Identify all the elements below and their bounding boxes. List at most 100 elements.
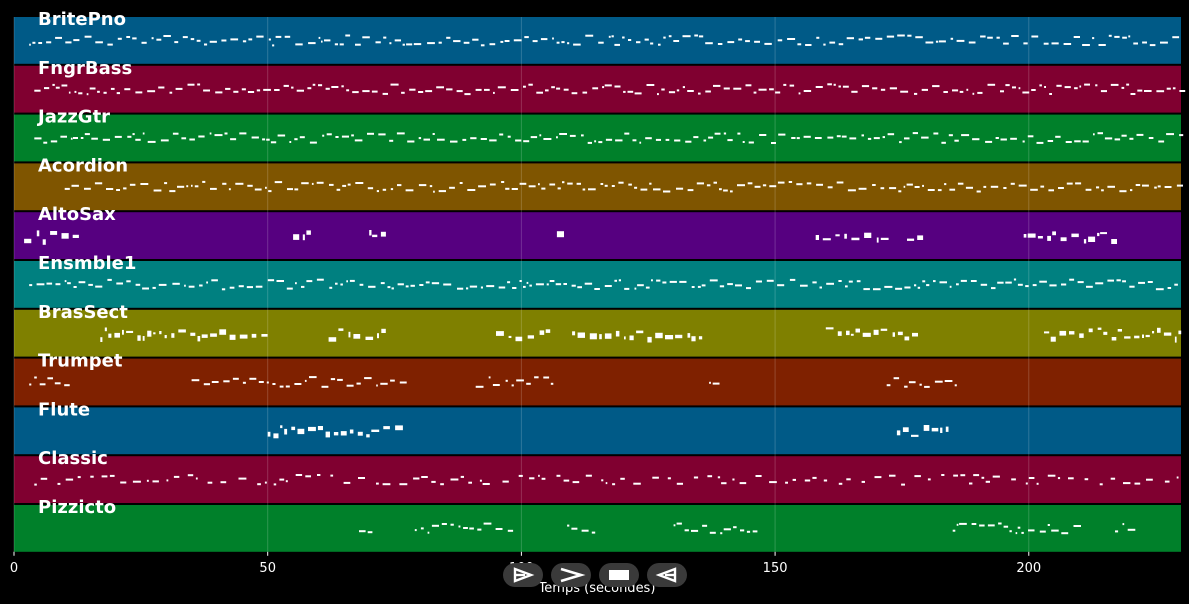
note	[251, 136, 259, 139]
note	[164, 182, 168, 185]
note	[1052, 231, 1056, 236]
note	[1114, 35, 1120, 38]
note	[523, 285, 526, 288]
note	[498, 286, 506, 289]
track-label: Pizzicto	[38, 497, 116, 518]
note	[1027, 233, 1036, 238]
note	[80, 137, 84, 139]
track-bands	[14, 17, 1181, 552]
note	[591, 531, 596, 534]
note	[796, 137, 800, 140]
note	[65, 41, 72, 44]
note	[538, 183, 540, 186]
note	[294, 138, 298, 141]
play-outline-button[interactable]	[503, 563, 543, 587]
note	[788, 181, 793, 183]
note	[163, 35, 171, 37]
note	[812, 476, 817, 479]
note	[459, 182, 463, 184]
note	[838, 482, 843, 485]
note	[40, 477, 48, 480]
note	[944, 183, 947, 186]
note	[519, 280, 522, 282]
note	[576, 182, 581, 185]
note	[739, 482, 747, 485]
note	[1104, 137, 1113, 140]
note	[733, 87, 742, 90]
track-band	[14, 114, 1181, 162]
note	[896, 430, 901, 436]
note	[599, 334, 602, 340]
note	[948, 134, 953, 137]
note	[1166, 133, 1174, 136]
note	[1040, 185, 1045, 188]
note	[623, 90, 626, 93]
note	[991, 287, 996, 290]
fast-forward-button[interactable]	[551, 563, 591, 587]
note	[577, 286, 582, 289]
note	[191, 184, 193, 187]
note	[825, 327, 834, 330]
note	[800, 284, 808, 287]
note	[535, 283, 544, 286]
note	[889, 187, 897, 190]
note	[827, 136, 834, 139]
note	[541, 477, 546, 480]
note	[342, 184, 347, 187]
note	[446, 36, 451, 39]
note	[389, 42, 392, 45]
note	[740, 529, 745, 532]
note	[34, 483, 37, 486]
note	[433, 190, 435, 193]
note	[265, 186, 267, 189]
note	[211, 279, 218, 282]
note	[1030, 188, 1038, 191]
note	[334, 43, 338, 46]
note	[872, 87, 878, 90]
rewind-button[interactable]	[647, 563, 687, 587]
note	[477, 528, 482, 531]
note	[294, 383, 302, 385]
note	[1010, 182, 1015, 185]
note	[628, 39, 632, 41]
note	[912, 132, 918, 135]
note	[707, 475, 713, 478]
note	[980, 283, 988, 286]
stop-button[interactable]	[599, 563, 639, 587]
note	[106, 188, 114, 190]
note	[777, 181, 785, 184]
note	[366, 434, 370, 438]
note	[489, 183, 496, 186]
note	[178, 329, 186, 333]
note	[499, 133, 504, 136]
note	[738, 38, 743, 41]
note	[152, 480, 159, 483]
note	[383, 36, 387, 39]
note	[341, 85, 344, 88]
note	[640, 188, 648, 191]
note	[132, 480, 141, 483]
note	[893, 377, 900, 380]
note	[73, 286, 77, 288]
note	[727, 139, 733, 142]
note	[614, 85, 621, 88]
note	[309, 141, 317, 144]
note	[713, 181, 717, 184]
note	[255, 285, 263, 288]
note	[71, 184, 79, 187]
note	[676, 89, 680, 92]
note	[528, 83, 533, 86]
note	[922, 280, 926, 283]
note	[713, 84, 721, 87]
note	[423, 138, 430, 141]
note	[682, 86, 685, 89]
note	[377, 333, 379, 339]
note	[950, 37, 954, 40]
note	[874, 476, 882, 479]
note	[221, 39, 227, 42]
note	[467, 189, 476, 191]
note	[571, 527, 578, 530]
note	[352, 91, 359, 94]
note	[501, 181, 505, 183]
